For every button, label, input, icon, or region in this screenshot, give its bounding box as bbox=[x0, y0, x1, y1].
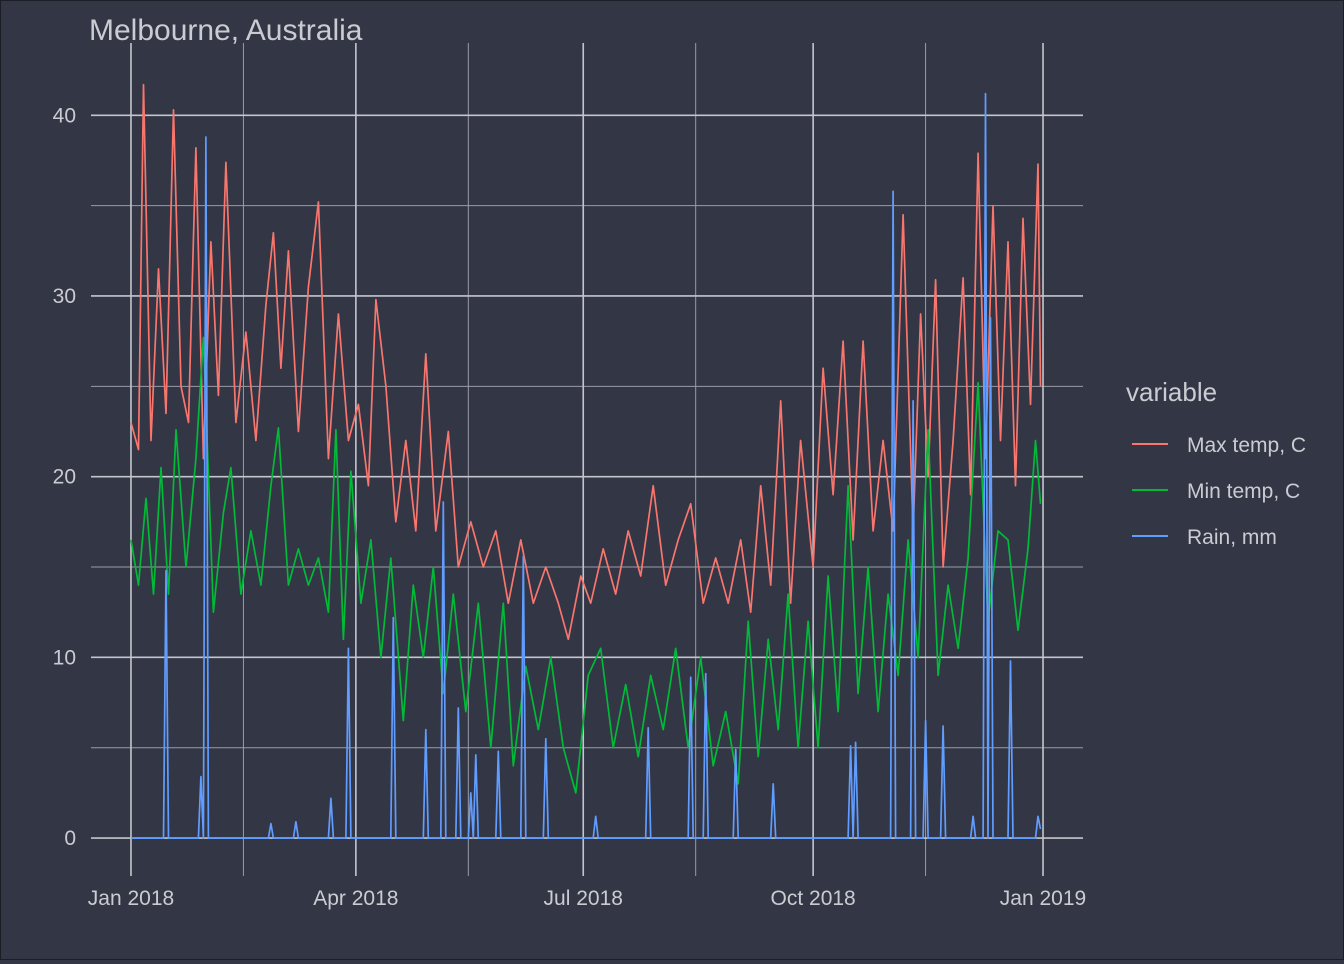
x-tick-label: Jan 2019 bbox=[1000, 887, 1086, 910]
legend-label-3: Rain, mm bbox=[1187, 526, 1277, 549]
y-tick-label: 0 bbox=[64, 827, 76, 850]
series-line-3 bbox=[131, 92, 1042, 839]
y-tick-label: 30 bbox=[53, 285, 76, 308]
grid bbox=[91, 43, 1083, 876]
legend: variable Max temp, C Min temp, C Rain, mm bbox=[1126, 377, 1306, 549]
x-tick-label: Oct 2018 bbox=[771, 887, 856, 910]
series-line-1 bbox=[130, 83, 1042, 641]
series-layer bbox=[130, 83, 1042, 839]
legend-label-1: Max temp, C bbox=[1187, 434, 1306, 457]
y-tick-label: 40 bbox=[53, 104, 76, 127]
x-tick-label: Apr 2018 bbox=[313, 887, 398, 910]
legend-label-2: Min temp, C bbox=[1187, 480, 1300, 503]
axis-labels: 0 10 20 30 40 Jan 2018 Apr 2018 Jul 2018 Oct 201… bbox=[53, 104, 1087, 910]
legend-title: variable bbox=[1126, 377, 1217, 407]
y-tick-label: 10 bbox=[53, 646, 76, 669]
series-line-2 bbox=[130, 336, 1042, 794]
x-tick-label: Jul 2018 bbox=[544, 887, 623, 910]
y-tick-label: 20 bbox=[53, 466, 76, 489]
chart-title: Melbourne, Australia bbox=[89, 14, 363, 47]
x-tick-label: Jan 2018 bbox=[88, 887, 174, 910]
